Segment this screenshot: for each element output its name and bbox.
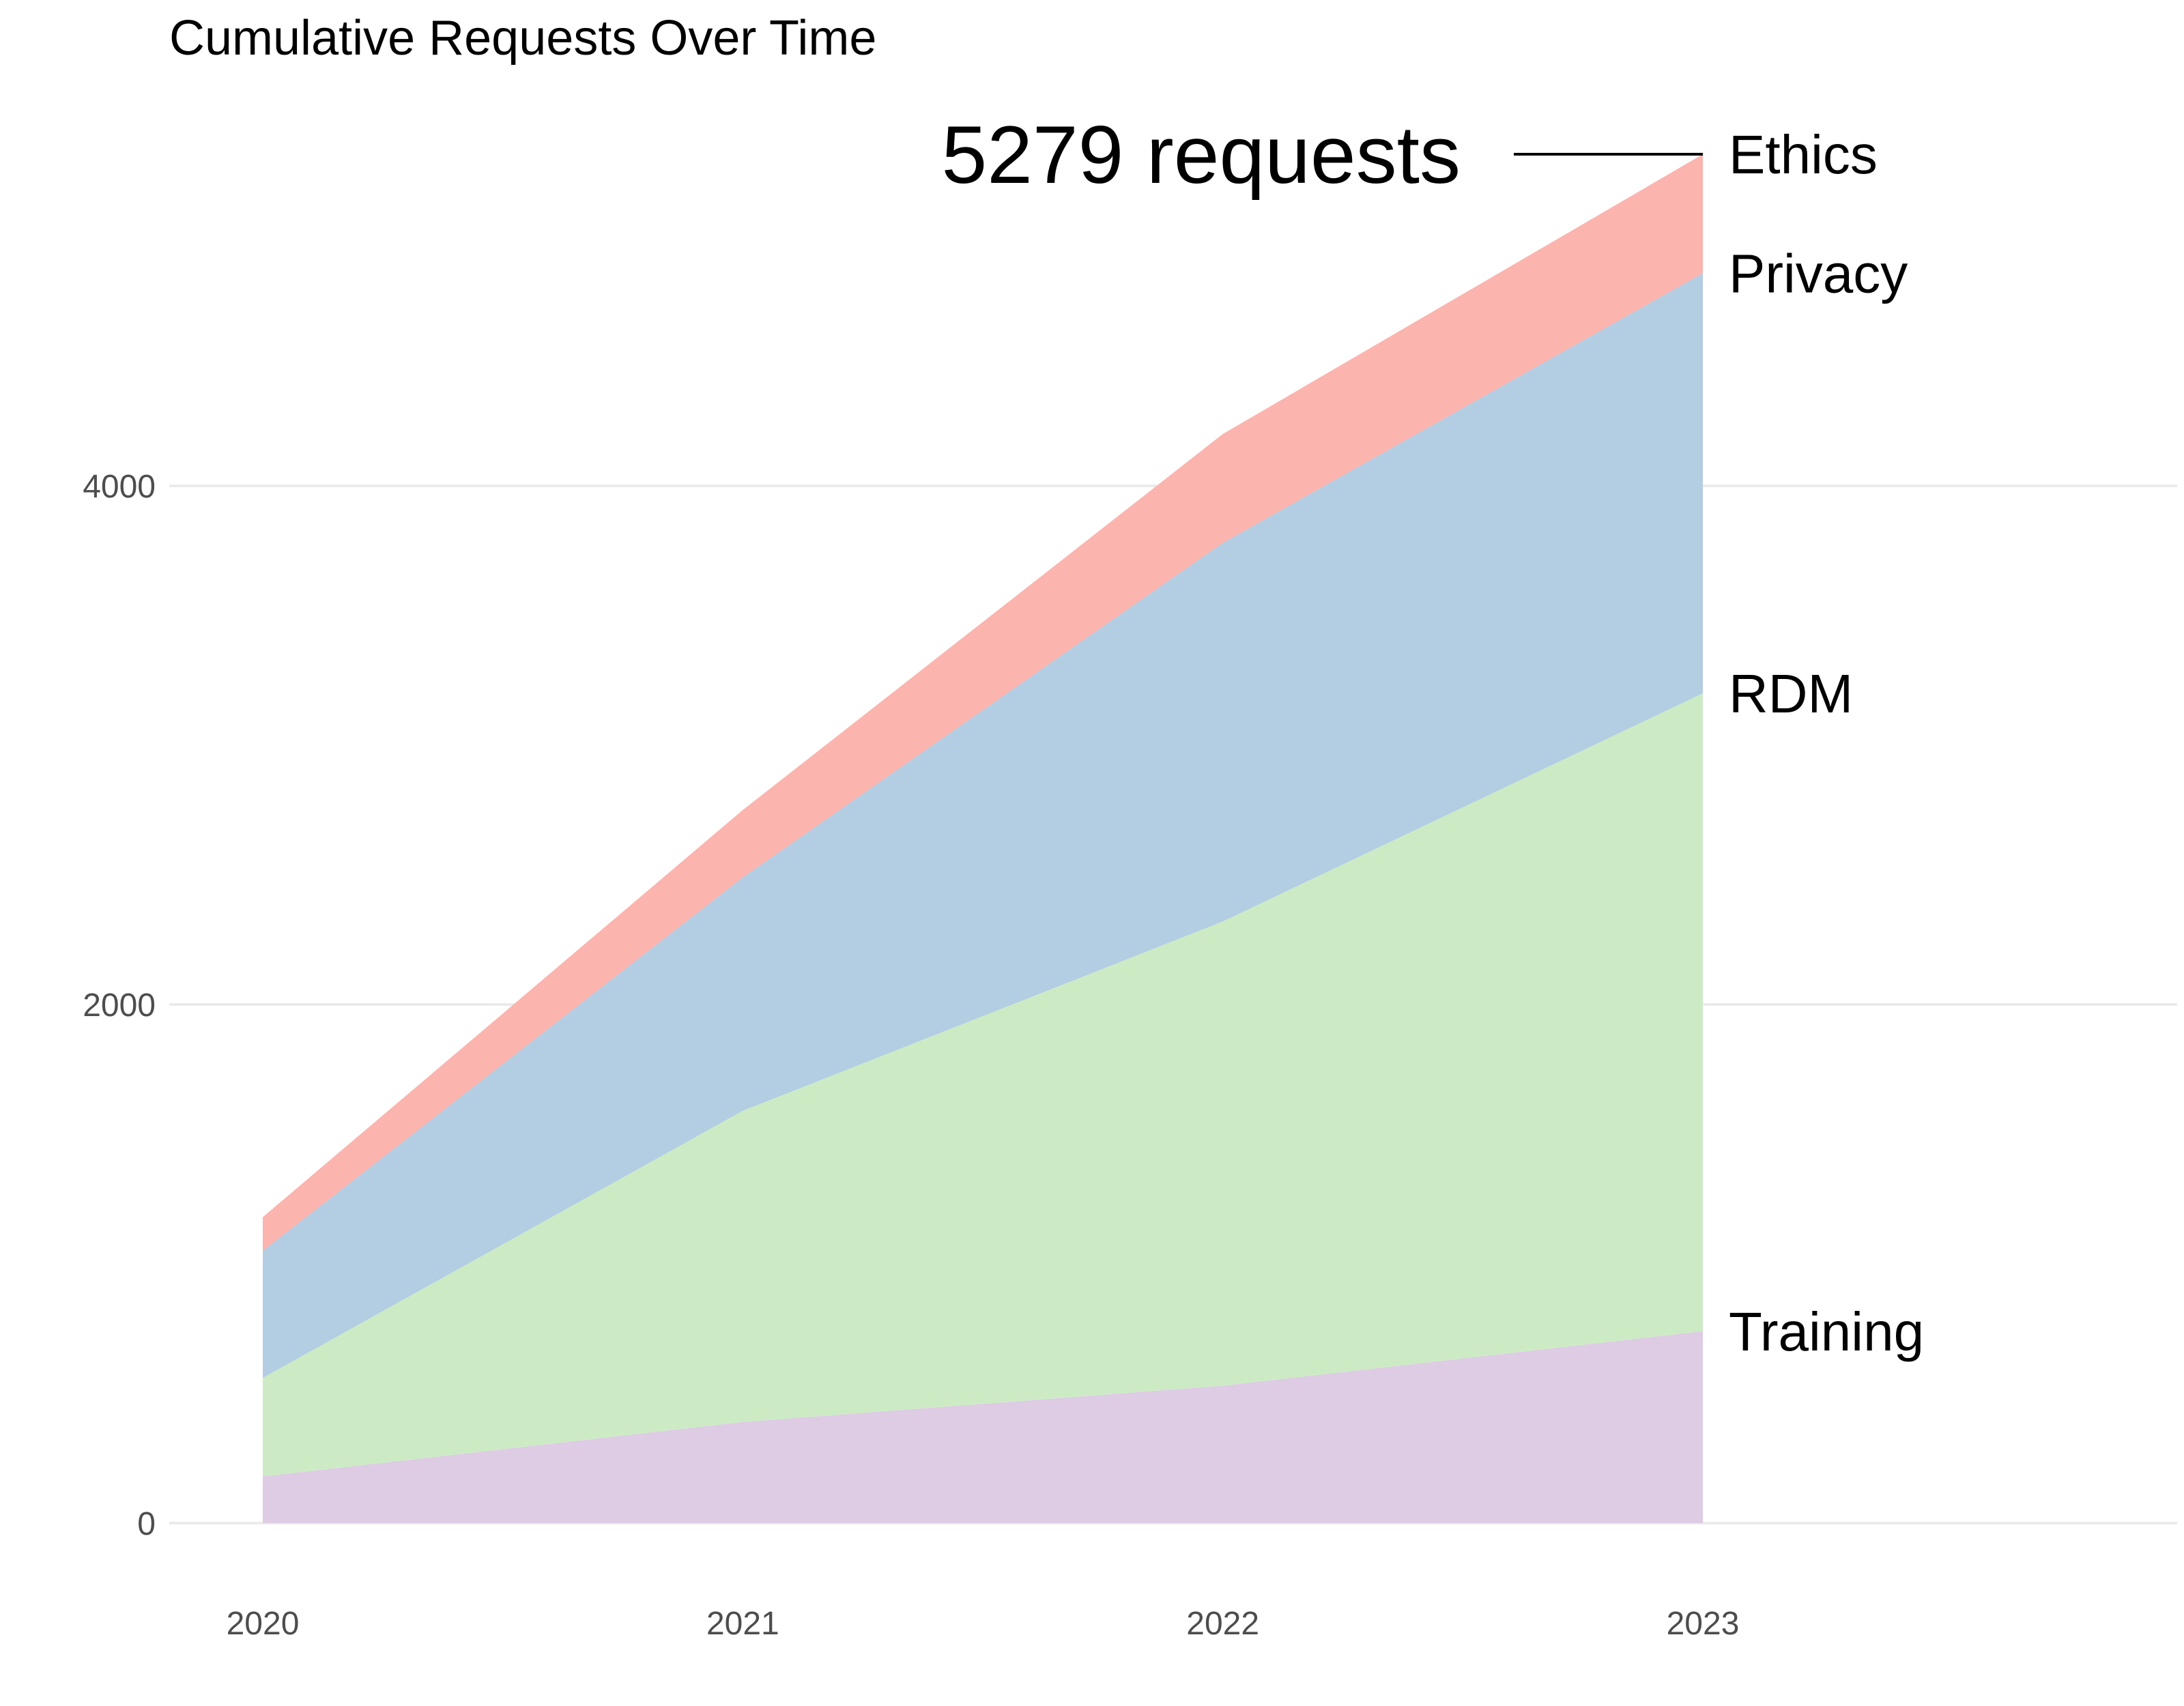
- area-ethics: [263, 154, 1703, 1252]
- x-tick-label-2022: 2022: [1186, 1606, 1259, 1642]
- series-label-privacy: Privacy: [1729, 243, 1908, 304]
- x-tick-label-2020: 2020: [227, 1606, 300, 1642]
- annotation-text: 5279 requests: [941, 109, 1461, 201]
- x-tick-label-2021: 2021: [706, 1606, 779, 1642]
- x-axis-ticks: 2020 2021 2022 2023: [227, 1606, 1740, 1642]
- area-training: [263, 1331, 1703, 1523]
- series-labels: Training RDM Privacy Ethics: [1729, 124, 1924, 1362]
- area-rdm: [263, 693, 1703, 1477]
- y-axis-ticks: 0 2000 4000: [83, 469, 156, 1542]
- area-layer: [263, 154, 1703, 1523]
- series-label-ethics: Ethics: [1729, 124, 1878, 185]
- y-tick-label-4000: 4000: [83, 469, 156, 505]
- x-tick-label-2023: 2023: [1667, 1606, 1740, 1642]
- y-tick-label-0: 0: [137, 1506, 156, 1542]
- series-label-training: Training: [1729, 1301, 1924, 1362]
- y-tick-label-2000: 2000: [83, 987, 156, 1024]
- series-label-rdm: RDM: [1729, 663, 1853, 724]
- chart-title: Cumulative Requests Over Time: [169, 11, 876, 66]
- area-privacy: [263, 273, 1703, 1378]
- total-annotation: 5279 requests: [941, 109, 1703, 201]
